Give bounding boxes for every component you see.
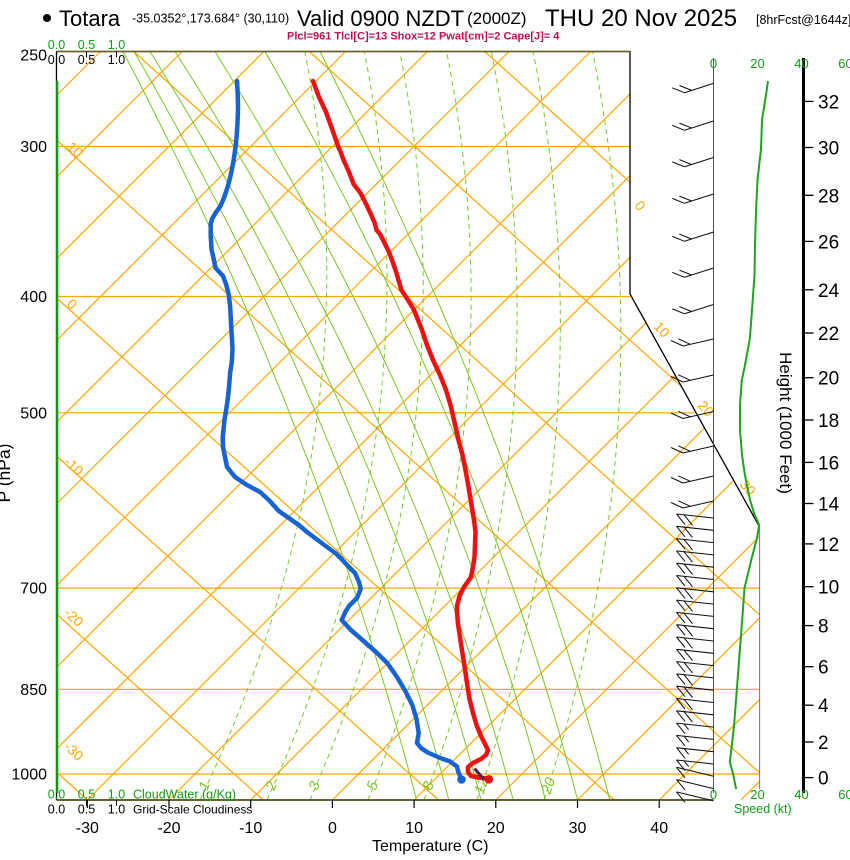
svg-text:20: 20 <box>487 820 505 837</box>
svg-text:30: 30 <box>818 139 839 160</box>
svg-text:-30: -30 <box>76 820 99 837</box>
svg-text:0.5: 0.5 <box>78 53 95 67</box>
svg-text:0.5: 0.5 <box>78 803 95 817</box>
svg-text:6: 6 <box>818 658 829 679</box>
svg-text:0: 0 <box>710 787 717 802</box>
svg-text:0.0: 0.0 <box>48 788 65 802</box>
svg-text:(2000Z): (2000Z) <box>467 9 527 28</box>
svg-text:26: 26 <box>818 232 839 253</box>
svg-text:1000: 1000 <box>11 767 47 784</box>
svg-text:60: 60 <box>838 56 850 71</box>
svg-text:2: 2 <box>818 733 829 754</box>
svg-text:40: 40 <box>650 820 668 837</box>
svg-text:4: 4 <box>818 696 829 717</box>
svg-text:20: 20 <box>538 776 559 798</box>
svg-text:40: 40 <box>794 56 808 71</box>
svg-text:THU 20 Nov 2025: THU 20 Nov 2025 <box>545 5 737 32</box>
svg-text:Totara: Totara <box>59 6 121 31</box>
svg-text:0.0: 0.0 <box>48 53 65 67</box>
svg-text:10: 10 <box>405 820 423 837</box>
svg-text:-10: -10 <box>239 820 262 837</box>
svg-text:0.5: 0.5 <box>78 38 95 52</box>
svg-text:[8hrFcst@1644z]: [8hrFcst@1644z] <box>756 13 850 27</box>
svg-text:Temperature (C): Temperature (C) <box>372 838 488 855</box>
svg-text:P (hPa): P (hPa) <box>0 443 14 502</box>
svg-text:24: 24 <box>818 281 840 302</box>
svg-text:14: 14 <box>818 495 840 516</box>
svg-text:10: 10 <box>64 138 86 160</box>
svg-text:-35.0352°,173.684° (30,110): -35.0352°,173.684° (30,110) <box>132 12 289 26</box>
svg-text:850: 850 <box>20 682 47 699</box>
svg-text:18: 18 <box>818 411 839 432</box>
svg-text:250: 250 <box>20 48 47 65</box>
svg-text:-30: -30 <box>61 738 87 764</box>
svg-text:20: 20 <box>750 787 764 802</box>
svg-text:22: 22 <box>818 324 839 345</box>
svg-text:16: 16 <box>818 453 839 474</box>
svg-text:3: 3 <box>306 779 324 792</box>
svg-text:Valid 0900 NZDT: Valid 0900 NZDT <box>297 6 464 31</box>
svg-text:8: 8 <box>818 617 829 638</box>
svg-text:60: 60 <box>838 787 850 802</box>
svg-text:0: 0 <box>64 295 81 312</box>
svg-text:Speed (kt): Speed (kt) <box>734 802 792 816</box>
svg-text:12: 12 <box>818 535 839 556</box>
svg-text:500: 500 <box>20 405 47 422</box>
svg-text:Height (1000 Feet): Height (1000 Feet) <box>776 352 795 494</box>
svg-text:-20: -20 <box>157 820 180 837</box>
svg-text:0: 0 <box>328 820 337 837</box>
svg-text:2: 2 <box>263 779 281 793</box>
svg-text:Plcl=961 Tlcl[C]=13 Shox=12 Pw: Plcl=961 Tlcl[C]=13 Shox=12 Pwat[cm]=2 C… <box>287 31 560 43</box>
svg-text:28: 28 <box>818 186 839 207</box>
svg-text:0.0: 0.0 <box>48 803 65 817</box>
svg-text:1.0: 1.0 <box>108 788 125 802</box>
svg-text:0: 0 <box>818 769 829 790</box>
svg-text:0.5: 0.5 <box>78 788 95 802</box>
svg-text:20: 20 <box>818 369 839 390</box>
svg-text:5: 5 <box>364 779 382 793</box>
svg-text:CloudWater (g/Kg): CloudWater (g/Kg) <box>133 788 236 802</box>
svg-text:400: 400 <box>20 289 47 306</box>
svg-text:700: 700 <box>20 581 47 598</box>
svg-text:Grid-Scale Cloudiness: Grid-Scale Cloudiness <box>133 803 252 817</box>
svg-text:20: 20 <box>750 56 764 71</box>
svg-text:0.0: 0.0 <box>48 38 65 52</box>
svg-text:40: 40 <box>794 787 808 802</box>
svg-text:300: 300 <box>20 139 47 156</box>
svg-text:1.0: 1.0 <box>108 53 125 67</box>
svg-text:0: 0 <box>710 56 717 71</box>
svg-text:-10: -10 <box>61 453 87 479</box>
svg-text:1.0: 1.0 <box>108 803 125 817</box>
svg-text:-20: -20 <box>61 604 87 630</box>
svg-text:0: 0 <box>632 197 649 214</box>
svg-text:1.0: 1.0 <box>108 38 125 52</box>
svg-text:30: 30 <box>569 820 587 837</box>
svg-text:32: 32 <box>818 92 839 113</box>
svg-text:10: 10 <box>818 578 839 599</box>
